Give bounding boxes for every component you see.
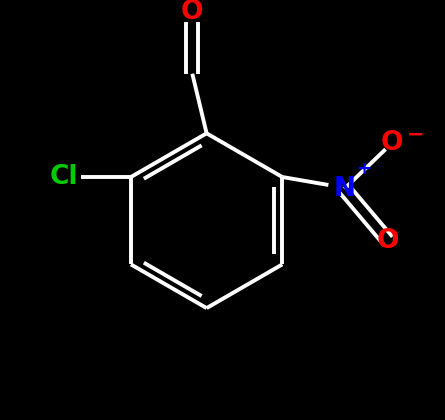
Text: O: O (380, 130, 403, 156)
Text: O: O (377, 228, 399, 254)
Text: O: O (181, 0, 203, 25)
Text: Cl: Cl (49, 164, 78, 190)
Text: +: + (356, 160, 372, 178)
Text: −: − (407, 125, 425, 145)
Text: N: N (333, 176, 355, 202)
